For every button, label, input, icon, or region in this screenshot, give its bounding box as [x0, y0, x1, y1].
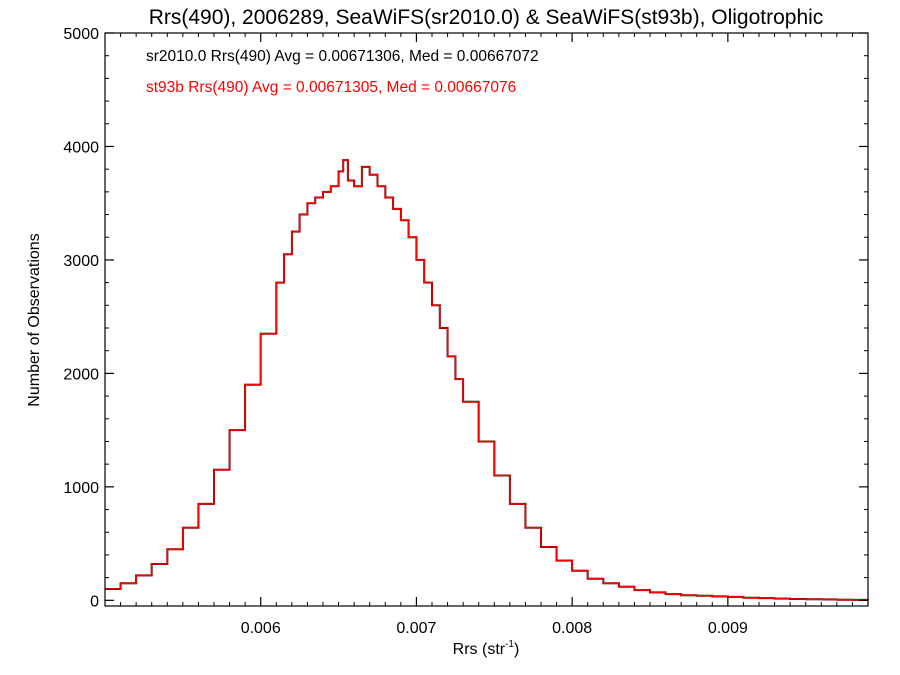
series-layer: [105, 159, 869, 601]
y-tick-label: 5000: [63, 26, 99, 43]
chart-title: Rrs(490), 2006289, SeaWiFS(sr2010.0) & S…: [149, 6, 824, 29]
x-tick-label: 0.007: [396, 620, 436, 637]
series-line-st93b: [105, 159, 869, 601]
x-tick-label: 0.009: [708, 620, 748, 637]
annotation-sr2010: sr2010.0 Rrs(490) Avg = 0.00671306, Med …: [146, 48, 539, 65]
y-tick-label: 1000: [63, 480, 99, 497]
tick-labels-layer: 0.006 0.007 0.008 0.009 0 1000 2000 3000 4000 500…: [63, 26, 748, 637]
y-tick-label: 4000: [63, 139, 99, 156]
y-axis-label: Number of Observations: [26, 233, 43, 406]
x-axis-label: Rrs (str-1): [453, 639, 520, 658]
y-tick-label: 2000: [63, 366, 99, 383]
x-tick-label: 0.006: [241, 620, 281, 637]
annotation-st93b: st93b Rrs(490) Avg = 0.00671305, Med = 0…: [146, 79, 516, 96]
x-tick-label: 0.008: [552, 620, 592, 637]
x-axis-label-main: Rrs (str: [453, 641, 506, 658]
x-axis-label-superscript: -1: [505, 639, 514, 650]
y-tick-label: 0: [90, 593, 99, 610]
plot-frame: [104, 32, 869, 607]
x-axis-label-close: ): [514, 641, 519, 658]
y-tick-label: 3000: [63, 253, 99, 270]
ticks-layer: [105, 32, 869, 606]
